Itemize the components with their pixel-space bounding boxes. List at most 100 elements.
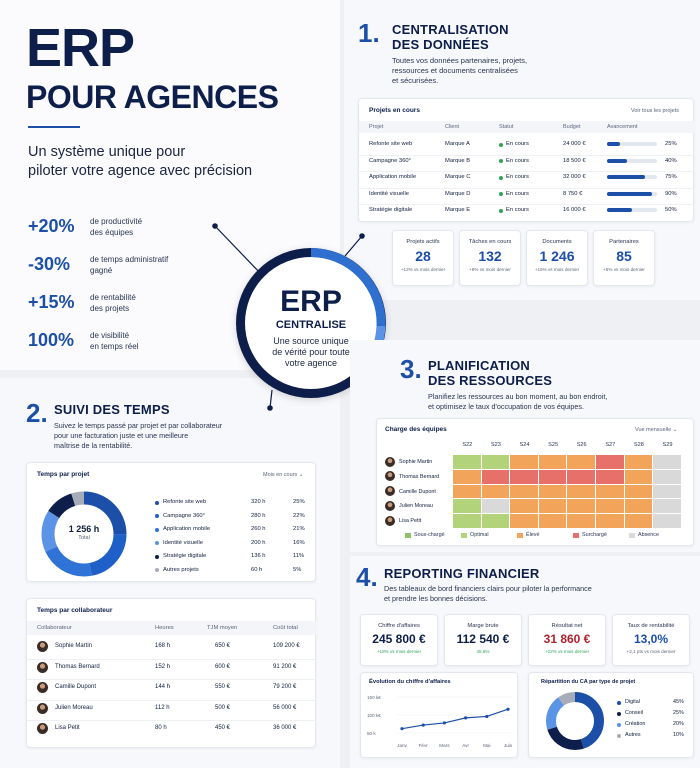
heat-cell[interactable] <box>653 514 681 528</box>
heat-cell[interactable] <box>567 455 595 469</box>
stat-label-line: de productivité <box>90 217 143 226</box>
y-tick-label: 150 k€ <box>367 695 381 700</box>
heat-cell[interactable] <box>538 484 567 499</box>
heat-cell[interactable] <box>510 499 538 514</box>
status-badge: En cours <box>506 174 529 180</box>
kpi-value: 1 246 <box>539 248 575 264</box>
heat-cell[interactable] <box>567 499 595 514</box>
legend-label: Absence <box>638 532 659 538</box>
stat-label-line: des équipes <box>90 228 134 237</box>
kpi-sub: +22% vs mois dernier <box>544 649 590 654</box>
stat-value: +20% <box>28 216 75 236</box>
heat-cell[interactable] <box>538 499 567 514</box>
legend-hours: 136 h <box>251 553 266 559</box>
table-row[interactable] <box>359 204 695 219</box>
heat-cell[interactable] <box>538 514 567 528</box>
heat-cell[interactable] <box>567 484 595 499</box>
cost-value: 36 000 € <box>273 725 297 731</box>
hours-value: 112 h <box>155 704 170 711</box>
heat-cell[interactable] <box>510 469 538 484</box>
table-row[interactable] <box>359 154 695 170</box>
period-select[interactable]: Mois en cours ⌄ <box>263 472 304 478</box>
heat-cell[interactable] <box>624 514 653 528</box>
heat-cell[interactable] <box>567 514 595 528</box>
client-name: Marque B <box>445 157 471 164</box>
stat-value: 100% <box>28 330 75 350</box>
legend-dot <box>155 514 159 518</box>
heat-cell[interactable] <box>567 469 595 484</box>
table-row[interactable] <box>27 699 317 720</box>
hero-divider <box>28 126 80 128</box>
kpi-value: 31 860 € <box>543 632 591 646</box>
heat-cell[interactable] <box>596 469 624 484</box>
table-header: TJM moyen <box>207 625 238 631</box>
heat-cell[interactable] <box>653 484 681 499</box>
legend-label: Élevé <box>526 532 540 538</box>
heat-cell[interactable] <box>624 455 653 469</box>
heat-cell[interactable] <box>453 455 481 469</box>
heat-cell[interactable] <box>510 514 538 528</box>
client-name: Marque E <box>445 207 471 213</box>
table-row[interactable] <box>27 679 317 699</box>
heat-cell[interactable] <box>453 514 481 528</box>
heat-cell[interactable] <box>481 469 510 484</box>
projects-table-title: Projets en cours <box>369 107 420 114</box>
revenue-split-title: Répartition du CA par type de projet <box>541 679 636 685</box>
heat-cell[interactable] <box>481 514 510 528</box>
progress-label: 25% <box>665 141 677 147</box>
kpi-sub: +18% vs mois dernier <box>376 649 422 654</box>
stat-label-line: de rentabilité <box>90 293 136 302</box>
legend-label: Campagne 360° <box>163 512 205 519</box>
heat-cell[interactable] <box>481 484 510 499</box>
x-tick-label: Janv <box>397 743 407 748</box>
legend-label: Surchargé <box>582 532 607 538</box>
table-row[interactable] <box>359 187 695 203</box>
heat-cell[interactable] <box>624 499 653 514</box>
heat-cell[interactable] <box>653 469 681 484</box>
tjm-value: 600 € <box>215 663 231 670</box>
kpi-value: 28 <box>415 248 431 264</box>
progress-track <box>607 208 657 212</box>
table-row[interactable] <box>359 171 695 186</box>
heat-cell[interactable] <box>596 514 624 528</box>
heat-cell[interactable] <box>453 469 481 484</box>
client-name: Marque D <box>445 190 471 197</box>
section-number: 1. <box>358 18 380 48</box>
heat-cell[interactable] <box>596 455 624 469</box>
legend-pct: 16% <box>293 539 305 546</box>
kpi-card: Projets actifs 28 +12% vs mois dernier <box>392 230 454 286</box>
view-select[interactable]: Vue mensuelle ⌄ <box>635 427 678 433</box>
table-row[interactable] <box>27 658 317 679</box>
heat-cell[interactable] <box>653 455 681 469</box>
heat-cell[interactable] <box>538 455 567 469</box>
heat-cell[interactable] <box>481 499 510 514</box>
legend-pct: 25% <box>673 710 684 716</box>
heat-cell[interactable] <box>596 484 624 499</box>
legend-dot <box>155 527 159 532</box>
heat-cell[interactable] <box>596 499 624 514</box>
section-description: Planifiez les ressources au bon moment, … <box>428 392 608 411</box>
chevron-down-icon: ⌄ <box>672 427 678 433</box>
heat-cell[interactable] <box>538 469 567 484</box>
heat-cell[interactable] <box>481 455 510 469</box>
stat-value: -30% <box>28 254 71 274</box>
stat-label: de visibilité en temps réel <box>90 330 138 352</box>
heat-cell[interactable] <box>510 455 538 469</box>
progress-label: 90% <box>665 190 677 197</box>
heat-cell[interactable] <box>624 469 653 484</box>
pie-slice <box>546 692 604 750</box>
tjm-value: 650 € <box>215 643 231 649</box>
heat-cell[interactable] <box>624 484 653 499</box>
hero-title: ERP <box>26 18 135 78</box>
donut-center-value: 1 256 h <box>68 524 100 534</box>
heat-cell[interactable] <box>453 484 481 499</box>
heat-cell[interactable] <box>653 499 681 514</box>
heat-cell[interactable] <box>510 484 538 499</box>
view-all-projects-link[interactable]: Voir tous les projets <box>631 108 679 114</box>
time-by-project-title: Temps par projet <box>37 471 90 478</box>
project-name: Identité visuelle <box>369 190 409 197</box>
collaborator-name: Lisa Petit <box>55 725 80 731</box>
heat-cell[interactable] <box>453 499 481 514</box>
revenue-point <box>421 723 425 727</box>
table-row[interactable] <box>27 720 317 740</box>
